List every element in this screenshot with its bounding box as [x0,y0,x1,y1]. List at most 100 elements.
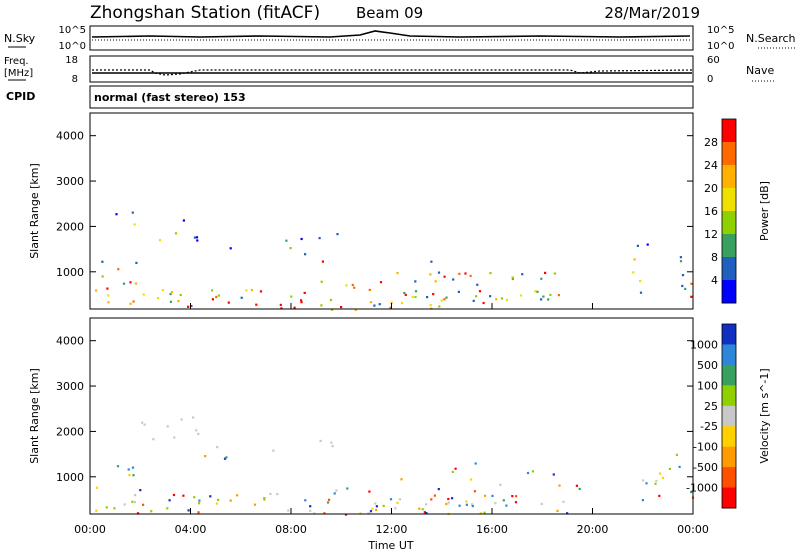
heatmap-cell [336,233,339,236]
time-axis: 00:00 04:00 08:00 12:00 16:00 20:00 00:00 [74,303,709,536]
heatmap-cell [566,512,569,515]
heatmap-cell [471,505,474,508]
heatmap-cell [259,290,263,293]
xtick-label: 20:00 [577,523,609,536]
colorbar-tick-label: 16 [704,205,718,218]
heatmap-cell [632,271,635,274]
heatmap-cell [367,512,370,515]
heatmap-cell [641,499,644,502]
power-yaxis: 4000 3000 2000 1000 [56,130,693,279]
heatmap-cell [679,260,683,263]
heatmap-cell [345,284,348,287]
heatmap-cell [447,497,450,501]
heatmap-cell [476,283,479,286]
xtick-label: 00:00 [74,523,106,536]
heatmap-cell [390,301,393,304]
heatmap-cell [514,501,518,504]
heatmap-cell [369,510,373,513]
heatmap-cell [196,239,199,242]
heatmap-cell [681,274,685,277]
heatmap-cell [437,271,441,274]
heatmap-cell [174,232,178,235]
cpid-text: normal (fast stereo) 153 [94,91,246,104]
xtick-label: 12:00 [376,523,408,536]
heatmap-cell [135,261,138,264]
heatmap-cell [133,223,136,226]
nave-label: Nave [746,64,774,77]
heatmap-cell [216,446,219,449]
heatmap-cell [389,306,392,309]
heatmap-cell [280,307,283,310]
freq-trace [92,69,693,76]
heatmap-cell [132,474,135,477]
cpid-strip: CPID normal (fast stereo) 153 [6,85,694,109]
heatmap-cell [101,260,104,263]
ytick-label: 2000 [56,220,84,233]
heatmap-cell [452,278,455,281]
colorbar-segment [722,165,736,189]
heatmap-cell [469,274,472,277]
heatmap-cell [511,495,514,498]
heatmap-cell [95,289,98,292]
heatmap-cell [107,294,110,297]
heatmap-cell [329,298,333,302]
heatmap-cell [661,476,665,479]
heatmap-cell [478,290,482,293]
colorbar-segment [722,188,736,212]
heatmap-cell [440,299,443,302]
heatmap-cell [425,503,428,506]
heatmap-cell [389,498,393,501]
ytick-label: 3000 [56,175,84,188]
colorbar-tick-label: 12 [704,228,718,241]
heatmap-cell [491,494,494,497]
colorbar-tick-label: 4 [711,274,718,287]
heatmap-cell [225,456,228,459]
heatmap-cell [575,484,578,487]
heatmap-cell [430,260,433,263]
heatmap-cell [479,512,482,515]
heatmap-cell [526,471,530,475]
heatmap-cell [368,288,371,291]
heatmap-cell [540,298,543,301]
heatmap-cell [394,507,397,510]
heatmap-cell [128,474,131,477]
heatmap-cell [173,436,176,439]
heatmap-cell [166,507,169,510]
heatmap-cell [681,284,684,288]
heatmap-cell [378,303,381,306]
heatmap-cell [423,511,426,514]
heatmap-cell [320,280,323,283]
ytick-label: 1000 [56,471,84,484]
nsky-tick-low: 10^0 [59,41,86,52]
heatmap-cell [139,489,142,492]
colorbar-tick-label: 8 [711,251,718,264]
heatmap-cell [192,416,195,419]
heatmap-cell [534,290,537,293]
xtick-label: 08:00 [275,523,307,536]
heatmap-cell [540,502,543,505]
heatmap-cell [209,495,212,498]
heatmap-cell [101,275,104,278]
heatmap-cell [105,506,108,509]
heatmap-cell [562,500,565,503]
heatmap-cell [253,503,257,506]
heatmap-cell [403,291,406,295]
heatmap-cell [193,236,196,239]
heatmap-cell [116,465,120,468]
nave-tick-low: 0 [707,74,713,85]
heatmap-cell [465,500,468,503]
heatmap-cell [500,297,503,300]
heatmap-cell [134,282,138,285]
heatmap-cell [499,483,502,486]
heatmap-cell [132,300,135,303]
heatmap-cell [331,445,334,448]
colorbar-segment [722,467,736,489]
heatmap-cell [134,494,137,497]
nsearch-tick-high: 10^5 [707,25,734,36]
heatmap-cell [156,297,160,300]
heatmap-cell [211,289,214,292]
heatmap-cell [438,305,441,308]
heatmap-cell [379,281,383,284]
heatmap-cell [197,432,200,435]
